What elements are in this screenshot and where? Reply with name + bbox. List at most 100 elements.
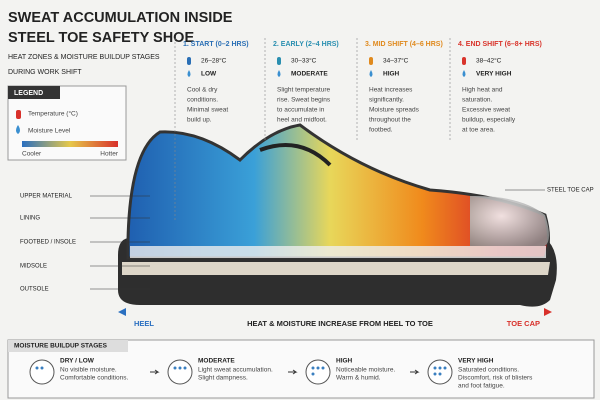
thermometer-icon	[16, 110, 21, 119]
stage-description: footbed.	[369, 127, 393, 134]
legend-hotter: Hotter	[100, 151, 119, 158]
toe-label: STEEL TOE CAP	[547, 188, 594, 194]
stage-description: at toe area.	[462, 127, 495, 134]
moisture-icon	[29, 359, 55, 385]
stage-level: LOW	[201, 71, 217, 78]
title-line: STEEL TOE SAFETY SHOE	[8, 30, 194, 46]
droplet	[443, 366, 447, 370]
moisture-icon	[167, 359, 193, 385]
moisture-description: Comfortable conditions.	[60, 375, 128, 382]
stage-level: HIGH	[383, 71, 400, 78]
legend-cooler: Cooler	[22, 151, 42, 158]
moisture-description: Noticeable moisture.	[336, 367, 395, 374]
thermometer-icon	[277, 57, 281, 65]
stage-description: High heat and	[462, 87, 503, 94]
title-line: SWEAT ACCUMULATION INSIDE	[8, 10, 233, 26]
droplet	[438, 372, 442, 376]
arrow-head	[544, 308, 552, 316]
stage-level: VERY HIGH	[476, 71, 512, 78]
droplet	[35, 366, 39, 370]
droplet	[311, 372, 315, 376]
legend-header	[8, 86, 60, 99]
drop-icon	[462, 70, 466, 77]
droplet	[183, 366, 187, 370]
moisture-level: HIGH	[336, 358, 353, 365]
stage-description: throughout the	[369, 117, 411, 124]
moisture-title: MOISTURE BUILDUP STAGES	[14, 343, 108, 350]
subtitle-line: DURING WORK SHIFT	[8, 69, 82, 76]
stage-temp: 30–33°C	[291, 57, 317, 65]
thermometer-icon	[369, 57, 373, 65]
stage-title: 1. START (0–2 HRS)	[183, 41, 249, 48]
droplet	[178, 366, 182, 370]
step-arrow	[410, 369, 420, 375]
droplet	[40, 366, 44, 370]
stage-title: 4. END SHIFT (6–8+ HRS)	[458, 41, 542, 48]
stage-description: Heat increases	[369, 87, 413, 94]
midsole	[122, 262, 550, 275]
stage-description: Cool & dry	[187, 87, 218, 94]
moisture-description: Discomfort, risk of blisters	[458, 375, 533, 382]
stage-description: Excessive sweat	[462, 107, 510, 114]
legend-title: LEGEND	[14, 90, 43, 97]
stage-description: buildup, especially	[462, 117, 516, 124]
part-label: OUTSOLE	[20, 287, 49, 293]
stage-description: conditions.	[187, 97, 218, 104]
drop-icon	[369, 70, 373, 77]
stage-description: build up.	[187, 117, 212, 124]
stage-title: 2. EARLY (2–4 HRS)	[273, 41, 339, 48]
legend-gradient	[22, 141, 118, 147]
moisture-level: VERY HIGH	[458, 358, 494, 365]
moisture-level: DRY / LOW	[60, 358, 95, 365]
droplet	[321, 366, 325, 370]
arrow-start: HEEL	[134, 319, 154, 328]
droplet	[433, 372, 437, 376]
droplet	[438, 366, 442, 370]
droplet	[173, 366, 177, 370]
stage-description: Moisture spreads	[369, 107, 420, 114]
thermometer-icon	[462, 57, 466, 65]
part-label: LINING	[20, 216, 40, 222]
stage-title: 3. MID SHIFT (4–6 HRS)	[365, 41, 443, 48]
moisture-description: Light sweat accumulation.	[198, 367, 273, 374]
moisture-description: Warm & humid.	[336, 375, 381, 382]
drop-icon	[187, 70, 191, 77]
part-label: UPPER MATERIAL	[20, 194, 73, 200]
moisture-level: MODERATE	[198, 358, 235, 365]
moisture-icon	[427, 359, 453, 385]
moisture-description: Saturated conditions.	[458, 367, 519, 374]
legend-moisture: Moisture Level	[28, 128, 71, 135]
steel-toe	[470, 195, 549, 246]
stage-temp: 38–42°C	[476, 57, 502, 65]
moisture-header	[8, 340, 128, 352]
drop-icon	[16, 125, 20, 134]
droplet	[316, 366, 320, 370]
footbed	[130, 246, 546, 258]
stage-description: Slight temperature	[277, 87, 330, 94]
stage-description: heel and midfoot.	[277, 117, 327, 124]
legend-temp: Temperature (°C)	[28, 110, 78, 118]
arrow-end: TOE CAP	[507, 319, 540, 328]
stage-description: significantly.	[369, 97, 404, 104]
drop-icon	[277, 70, 281, 77]
part-label: FOOTBED / INSOLE	[20, 240, 76, 246]
droplet	[311, 366, 315, 370]
stage-temp: 34–37°C	[383, 57, 409, 65]
step-arrow	[150, 369, 160, 375]
moisture-description: Slight dampness.	[198, 375, 248, 382]
thermometer-icon	[187, 57, 191, 65]
part-label: MIDSOLE	[20, 264, 47, 270]
arrow-text: HEAT & MOISTURE INCREASE FROM HEEL TO TO…	[247, 319, 433, 328]
stage-temp: 26–28°C	[201, 57, 227, 65]
stage-description: saturation.	[462, 97, 493, 104]
moisture-description: and foot fatigue.	[458, 383, 505, 390]
subtitle-line: HEAT ZONES & MOISTURE BUILDUP STAGES	[8, 54, 160, 61]
moisture-icon	[305, 359, 331, 385]
moisture-description: No visible moisture.	[60, 367, 117, 374]
laces	[259, 143, 332, 167]
stage-description: Minimal sweat	[187, 107, 228, 114]
arrow-head	[118, 308, 126, 316]
stage-level: MODERATE	[291, 71, 328, 78]
